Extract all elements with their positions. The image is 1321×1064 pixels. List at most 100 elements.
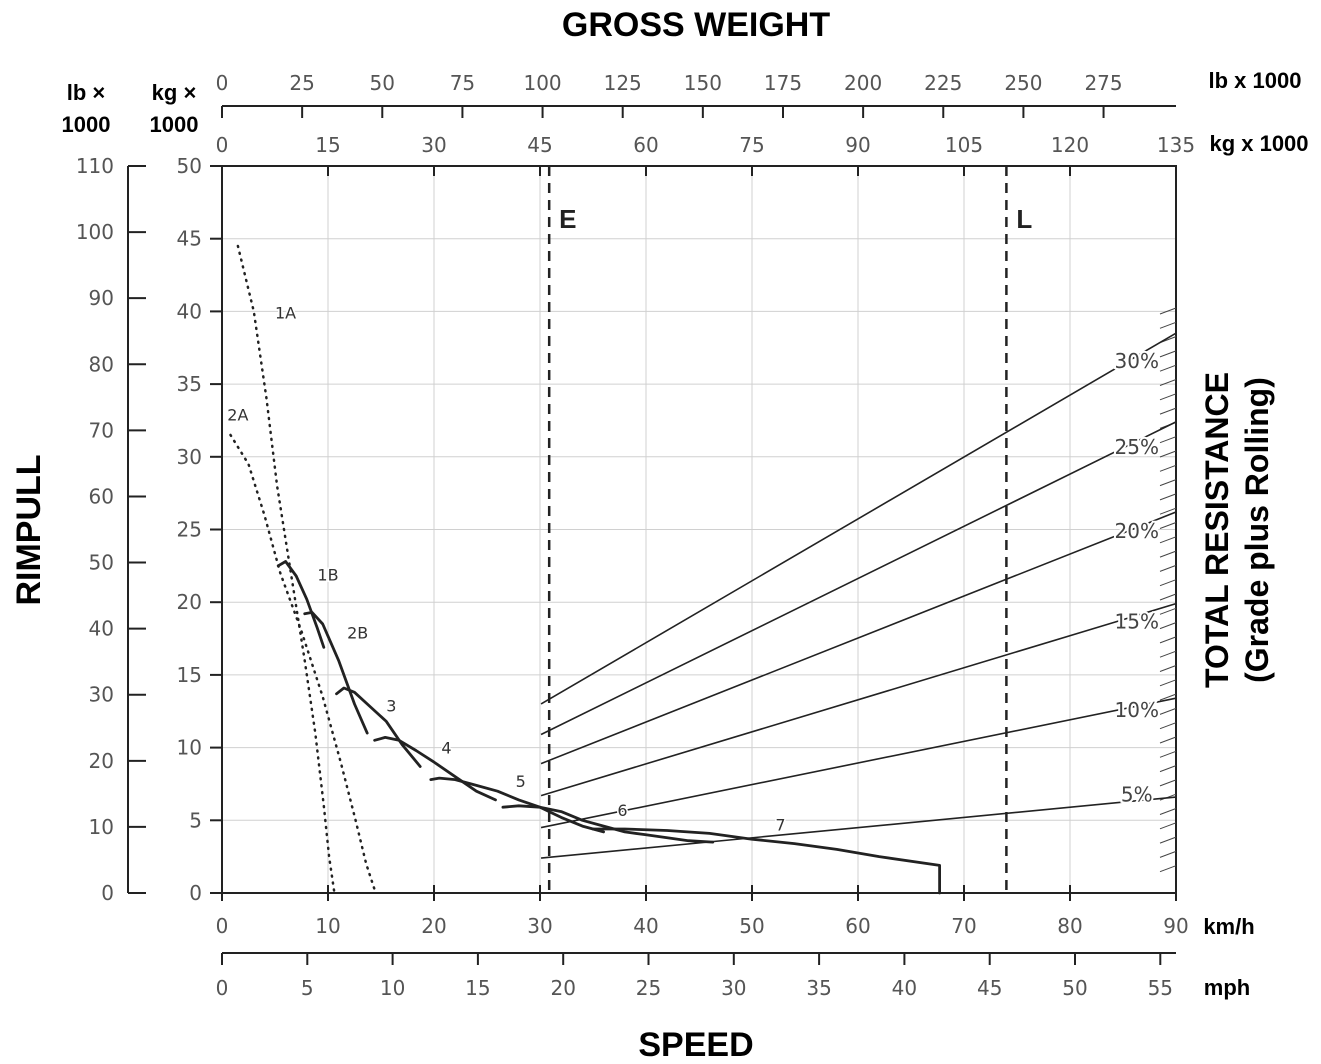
tick-label-gross-kg: 135 xyxy=(1157,133,1195,157)
resistance-line-30% xyxy=(540,332,1177,705)
tick-label-rimpull-lb: 30 xyxy=(89,683,114,707)
resistance-line-15% xyxy=(540,602,1177,797)
gear-curves: 1A 2A 1B 2B 3 4 5 6 7 xyxy=(226,244,941,895)
tick-label-mph: 30 xyxy=(721,976,746,1000)
tick-label-kmh: 0 xyxy=(216,914,229,938)
tick-label-mph: 50 xyxy=(1062,976,1087,1000)
resistance-hatch-mark xyxy=(1159,665,1177,672)
gear-label-7: 7 xyxy=(775,815,785,834)
tick-label-gross-kg: 30 xyxy=(421,133,446,157)
rimpull-lb-unit-line2: 1000 xyxy=(62,112,111,137)
resistance-hatch-mark xyxy=(1159,464,1177,472)
tick-label-mph: 45 xyxy=(977,976,1002,1000)
resistance-hatch-mark xyxy=(1159,307,1177,315)
tick-label-gross-kg: 105 xyxy=(945,133,983,157)
resistance-line-10% xyxy=(540,697,1177,829)
tick-label-gross-lb: 275 xyxy=(1084,71,1122,95)
marker-label-E: E xyxy=(559,204,576,234)
resistance-hatch-mark xyxy=(1159,564,1177,572)
rimpull-kg-unit-line2: 1000 xyxy=(150,112,199,137)
resistance-hatch-mark xyxy=(1159,522,1177,529)
gear-label-6: 6 xyxy=(617,801,627,820)
tick-label-kmh: 90 xyxy=(1163,914,1188,938)
resistance-hatch-mark xyxy=(1159,750,1177,758)
speed-mph-unit: mph xyxy=(1204,975,1250,1000)
gross-lb-unit: lb x 1000 xyxy=(1209,68,1302,93)
tick-label-gross-kg: 45 xyxy=(527,133,552,157)
resistance-label-25%: 25% xyxy=(1115,435,1159,459)
tick-label-rimpull-lb: 60 xyxy=(89,484,114,508)
resistance-label-5%: 5% xyxy=(1121,782,1153,806)
resistance-line-20% xyxy=(540,511,1177,765)
gear-curve-3 xyxy=(335,686,422,768)
resistance-line-25% xyxy=(540,421,1177,736)
tick-label-gross-kg: 75 xyxy=(739,133,764,157)
tick-label-mph: 10 xyxy=(380,976,405,1000)
tick-label-gross-lb: 50 xyxy=(370,71,395,95)
gear-curve-5 xyxy=(429,776,605,834)
resistance-hatch-mark xyxy=(1159,622,1177,630)
resistance-hatch-mark xyxy=(1159,593,1177,601)
gear-curve-2B xyxy=(303,611,369,735)
tick-label-gross-kg: 0 xyxy=(216,133,229,157)
tick-label-rimpull-kg: 30 xyxy=(177,445,202,469)
tick-label-gross-lb: 0 xyxy=(216,71,229,95)
chart-title: GROSS WEIGHT xyxy=(562,6,830,44)
resistance-hatch-mark xyxy=(1159,736,1177,744)
tick-label-rimpull-lb: 0 xyxy=(101,881,114,905)
gear-curve-1B xyxy=(276,560,326,649)
resistance-hatch-mark xyxy=(1159,679,1177,687)
resistance-hatch-mark xyxy=(1159,836,1177,844)
tick-label-gross-lb: 125 xyxy=(604,71,642,95)
tick-label-rimpull-kg: 50 xyxy=(177,154,202,178)
tick-label-mph: 55 xyxy=(1148,976,1173,1000)
tick-label-mph: 20 xyxy=(550,976,575,1000)
resistance-hatch-mark xyxy=(1159,822,1177,830)
tick-label-rimpull-lb: 20 xyxy=(89,749,114,773)
gear-curve-7 xyxy=(591,827,941,895)
tick-label-rimpull-lb: 80 xyxy=(89,352,114,376)
tick-label-rimpull-lb: 110 xyxy=(76,154,114,178)
right-axis-subtitle: (Grade plus Rolling) xyxy=(1239,377,1275,683)
rimpull-lb-unit-line1: lb × xyxy=(67,80,106,105)
resistance-hatch-mark xyxy=(1159,779,1177,787)
gear-label-5: 5 xyxy=(516,772,526,791)
resistance-hatch-mark xyxy=(1159,808,1177,815)
tick-label-gross-lb: 200 xyxy=(844,71,882,95)
tick-label-kmh: 10 xyxy=(315,914,340,938)
resistance-label-15%: 15% xyxy=(1115,609,1159,633)
tick-label-gross-lb: 225 xyxy=(924,71,962,95)
resistance-hatch-mark xyxy=(1159,850,1177,858)
tick-label-rimpull-kg: 25 xyxy=(177,518,202,542)
tick-label-kmh: 40 xyxy=(633,914,658,938)
gear-curve-4 xyxy=(373,736,497,802)
tick-label-rimpull-lb: 50 xyxy=(89,551,114,575)
tick-label-gross-kg: 90 xyxy=(845,133,870,157)
marker-label-L: L xyxy=(1016,204,1032,234)
tick-label-gross-kg: 15 xyxy=(315,133,340,157)
tick-label-gross-lb: 175 xyxy=(764,71,802,95)
tick-label-rimpull-lb: 90 xyxy=(89,286,114,310)
gross-kg-unit: kg x 1000 xyxy=(1209,131,1308,156)
resistance-hatch-mark xyxy=(1159,865,1177,873)
resistance-hatch-mark xyxy=(1159,407,1177,415)
resistance-hatch-mark xyxy=(1159,507,1177,515)
tick-label-rimpull-kg: 15 xyxy=(177,663,202,687)
resistance-hatch-mark xyxy=(1159,364,1177,372)
gear-label-4: 4 xyxy=(441,738,451,757)
tick-label-rimpull-lb: 70 xyxy=(89,418,114,442)
tick-label-kmh: 20 xyxy=(421,914,446,938)
tick-label-rimpull-kg: 45 xyxy=(177,227,202,251)
tick-label-kmh: 60 xyxy=(845,914,870,938)
rimpull-kg-unit-line1: kg × xyxy=(152,80,197,105)
tick-label-gross-lb: 150 xyxy=(684,71,722,95)
tick-label-rimpull-lb: 10 xyxy=(89,815,114,839)
grid xyxy=(221,165,1177,894)
x-axis-title: SPEED xyxy=(638,1026,753,1064)
gear-curve-2A xyxy=(229,433,377,895)
resistance-hatch-mark xyxy=(1159,693,1177,701)
resistance-hatch-mark xyxy=(1159,350,1177,358)
speed-kmh-unit: km/h xyxy=(1203,914,1254,939)
gear-label-1A: 1A xyxy=(275,304,296,323)
